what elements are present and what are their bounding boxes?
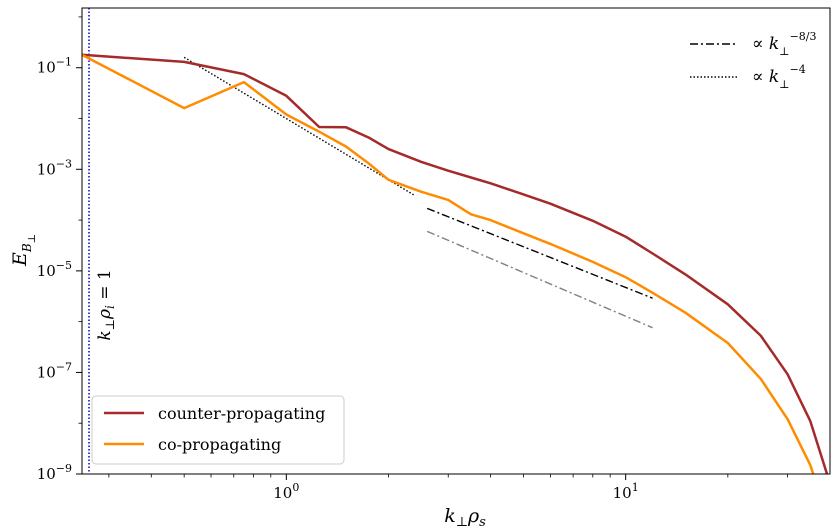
tick-label: 10−3 <box>37 157 72 178</box>
guide-line-0 <box>426 207 653 299</box>
svg-text:EB⊥: EB⊥ <box>9 234 38 267</box>
tick-label: 10−7 <box>37 360 72 381</box>
series-line-counter-propagating <box>82 53 829 474</box>
tick-label: 10−1 <box>37 56 72 77</box>
svg-text:k⊥ρs: k⊥ρs <box>444 505 486 528</box>
vline-label: k⊥ρi = 1 <box>95 269 117 340</box>
guide-legend: ∝ k⊥−8/3 ∝ k⊥−4 <box>690 30 817 91</box>
tick-label: 10−5 <box>37 259 72 280</box>
plot-frame <box>81 7 831 475</box>
y-axis-label: EB⊥ <box>9 234 38 267</box>
tick-label: 101 <box>613 481 639 502</box>
svg-text:k⊥ρi = 1: k⊥ρi = 1 <box>95 269 117 340</box>
guide-line-2 <box>183 56 416 197</box>
legend-label-co: co-propagating <box>158 435 281 454</box>
legend-box <box>91 395 345 465</box>
guide-legend-label-4: ∝ k⊥−4 <box>752 63 806 91</box>
tick-label: 10−9 <box>37 462 72 483</box>
series-legend: counter-propagating co-propagating <box>91 395 345 465</box>
guide-legend-label-8-3: ∝ k⊥−8/3 <box>752 30 817 58</box>
series-line-co-propagating <box>82 53 815 474</box>
guide-line-1 <box>426 230 653 329</box>
tick-label: 100 <box>273 481 299 502</box>
plot-area <box>82 8 829 474</box>
x-axis-label: k⊥ρs <box>444 505 486 528</box>
legend-label-counter: counter-propagating <box>158 404 325 423</box>
